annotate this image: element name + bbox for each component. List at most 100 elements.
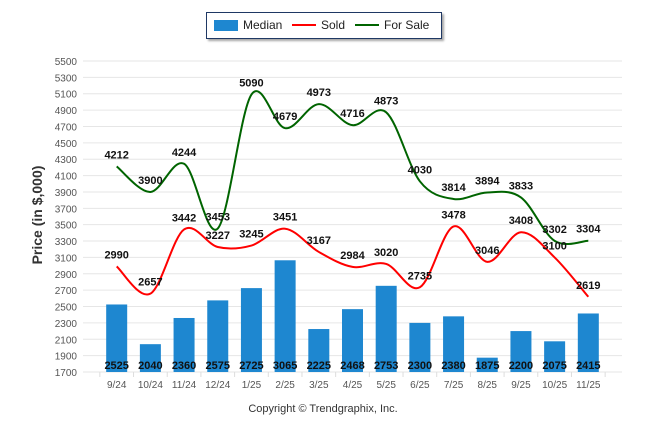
- y-tick-label: 1900: [55, 352, 78, 363]
- x-tick-label: 12/24: [205, 380, 230, 391]
- median-value-label: 2415: [576, 360, 600, 372]
- y-axis-label: Price (in $,000): [29, 166, 45, 265]
- x-tick-label: 6/25: [410, 380, 430, 391]
- y-tick-label: 4300: [55, 155, 78, 166]
- for-sale-swatch: [355, 24, 379, 26]
- median-value-label: 2725: [239, 360, 263, 372]
- sold-value-label: 3020: [374, 247, 398, 259]
- copyright: Copyright © Trendgraphix, Inc.: [248, 403, 398, 415]
- for-sale-value-label: 4716: [340, 108, 364, 120]
- median-bar: [443, 316, 465, 372]
- median-bar: [207, 300, 229, 372]
- y-tick-label: 5300: [55, 73, 78, 84]
- sold-value-label: 3451: [273, 212, 297, 224]
- for-sale-value-label: 3894: [475, 175, 500, 187]
- y-tick-label: 4500: [55, 139, 78, 150]
- median-bar: [510, 331, 532, 372]
- legend-item-sold: Sold: [292, 18, 345, 32]
- y-tick-label: 4700: [55, 122, 78, 133]
- median-bar: [375, 285, 397, 372]
- for-sale-value-label: 3302: [542, 224, 566, 236]
- median-value-label: 1875: [475, 360, 499, 372]
- for-sale-value-label: 4030: [408, 164, 432, 176]
- legend: Median Sold For Sale: [206, 12, 442, 39]
- median-bar: [240, 288, 262, 372]
- legend-label-for-sale: For Sale: [384, 18, 430, 32]
- x-tick-label: 10/24: [138, 380, 163, 391]
- legend-item-for-sale: For Sale: [355, 18, 429, 32]
- for-sale-value-label: 4244: [172, 147, 197, 159]
- sold-value-label: 2735: [408, 270, 432, 282]
- median-value-label: 3065: [273, 360, 297, 372]
- y-axis-ticks: 1700 1900 2100 2300 2500 2700 2900 3100 3300 3500…: [55, 57, 78, 379]
- median-value-label: 2040: [138, 360, 162, 372]
- for-sale-value-label: 3900: [138, 175, 162, 187]
- median-value-label: 2300: [408, 360, 432, 372]
- for-sale-value-label: 3833: [509, 180, 533, 192]
- median-value-label: 2225: [307, 360, 331, 372]
- y-tick-label: 4900: [55, 106, 78, 117]
- x-tick-label: 9/24: [107, 380, 127, 391]
- median-bar: [308, 329, 330, 372]
- y-tick-label: 3300: [55, 237, 78, 248]
- for-sale-value-label: 3304: [576, 224, 601, 236]
- median-value-label: 2360: [172, 360, 196, 372]
- median-value-label: 2575: [206, 360, 230, 372]
- median-bar: [476, 357, 498, 372]
- sold-value-label: 2619: [576, 280, 600, 292]
- median-value-label: 2753: [374, 360, 398, 372]
- median-value-label: 2380: [441, 360, 465, 372]
- x-axis-ticks: 9/24 10/24 11/24 12/24 1/25 2/25 3/25 4/25 5/25 6…: [99, 372, 606, 391]
- sold-value-label: 3442: [172, 212, 196, 224]
- y-tick-label: 3700: [55, 204, 78, 215]
- sold-value-label: 2984: [340, 250, 365, 262]
- x-tick-label: 5/25: [376, 380, 396, 391]
- median-bar: [577, 313, 599, 372]
- x-tick-label: 2/25: [275, 380, 295, 391]
- for-sale-value-label: 4679: [273, 111, 297, 123]
- median-bar: [544, 341, 566, 372]
- gridlines: [83, 60, 622, 373]
- y-tick-label: 2100: [55, 335, 78, 346]
- y-tick-label: 1700: [55, 368, 78, 379]
- median-value-label: 2468: [340, 360, 364, 372]
- legend-label-sold: Sold: [321, 18, 346, 32]
- median-bar: [342, 309, 363, 372]
- sold-value-label: 3046: [475, 245, 499, 257]
- x-tick-label: 10/25: [542, 380, 567, 391]
- sold-value-label: 2990: [104, 249, 128, 261]
- y-tick-label: 2700: [55, 286, 78, 297]
- for-sale-value-label: 3453: [206, 212, 230, 224]
- sold-line: [115, 225, 590, 298]
- median-bar: [409, 322, 431, 372]
- x-tick-label: 8/25: [478, 380, 498, 391]
- median-bar: [274, 260, 296, 372]
- for-sale-value-label: 4973: [307, 87, 331, 99]
- sold-value-label: 3167: [307, 235, 331, 247]
- x-tick-label: 11/25: [576, 380, 601, 391]
- sold-value-label: 2657: [138, 277, 162, 289]
- lines: [115, 90, 590, 298]
- y-tick-label: 5500: [55, 57, 78, 68]
- y-tick-label: 2300: [55, 319, 78, 330]
- y-tick-label: 3500: [55, 221, 78, 232]
- median-bars: [106, 260, 599, 372]
- sold-value-label: 3100: [542, 240, 566, 252]
- x-tick-label: 11/24: [172, 380, 197, 391]
- x-tick-label: 7/25: [444, 380, 464, 391]
- x-tick-label: 3/25: [309, 380, 329, 391]
- for-sale-value-label: 5090: [239, 78, 263, 90]
- median-value-label: 2075: [542, 360, 566, 372]
- x-tick-label: 9/25: [511, 380, 531, 391]
- data-labels: 2525 2040 2360 2575 2725 3065 2225 2468 2753 2300…: [104, 78, 601, 372]
- median-value-label: 2200: [509, 360, 533, 372]
- legend-label-median: Median: [243, 18, 283, 32]
- y-tick-label: 5100: [55, 90, 78, 101]
- for-sale-value-label: 3814: [441, 182, 466, 194]
- for-sale-value-label: 4212: [104, 149, 128, 161]
- sold-value-label: 3245: [239, 229, 263, 241]
- x-tick-label: 4/25: [343, 380, 363, 391]
- for-sale-value-label: 4873: [374, 95, 398, 107]
- y-tick-label: 3900: [55, 188, 78, 199]
